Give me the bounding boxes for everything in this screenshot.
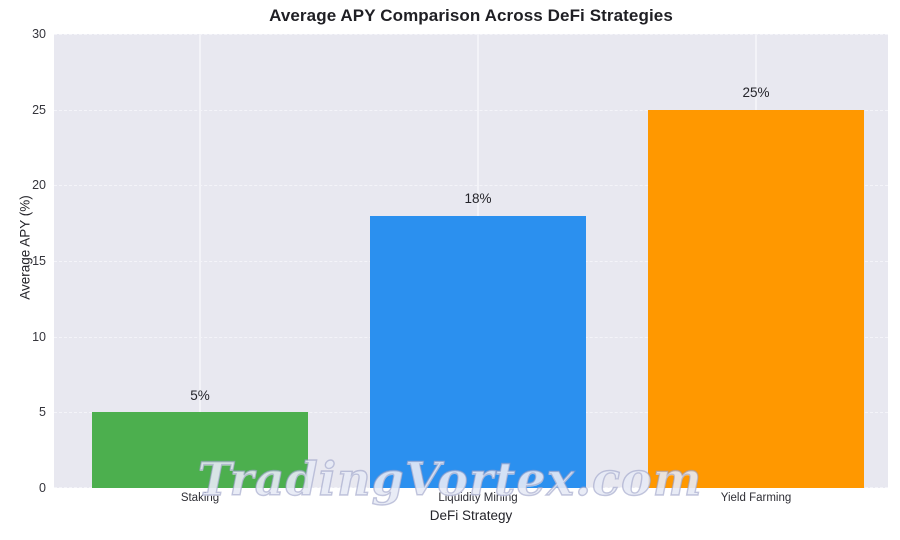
x-tick-label-yield-farming: Yield Farming	[720, 492, 792, 504]
gridline-horizontal	[54, 109, 888, 112]
gridline-horizontal	[54, 185, 888, 187]
x-tick-label-staking: Staking	[180, 492, 220, 504]
y-tick-label: 25	[32, 102, 46, 117]
y-axis-label: Average APY (%)	[17, 195, 33, 300]
bar-value-label: 25%	[742, 84, 770, 100]
bar-liquidity-mining[interactable]	[370, 215, 586, 488]
x-tick-label-liquidity-mining: Liquidity Mining	[438, 492, 518, 504]
y-axis-ticks: 30 25 20 15 10 5 0	[0, 28, 46, 494]
y-tick-label: 5	[39, 405, 46, 420]
plot-area: 5% 18% 25%	[54, 34, 888, 488]
gridline-vertical	[199, 34, 201, 488]
y-tick-label: 15	[32, 254, 46, 268]
bar-value-label: 5%	[190, 387, 210, 403]
y-tick-label: 0	[39, 481, 46, 495]
y-tick-label: 20	[32, 178, 46, 193]
bar-value-label: 18%	[464, 190, 492, 206]
y-tick-label: 10	[32, 329, 46, 344]
gridline-horizontal	[54, 34, 888, 36]
y-tick-label: 30	[32, 27, 46, 41]
x-axis-label: DeFi Strategy	[429, 508, 513, 523]
bar-staking[interactable]	[92, 412, 308, 488]
chart-title: Average APY Comparison Across DeFi Strat…	[269, 6, 673, 25]
bar-yield-farming[interactable]	[648, 109, 864, 488]
